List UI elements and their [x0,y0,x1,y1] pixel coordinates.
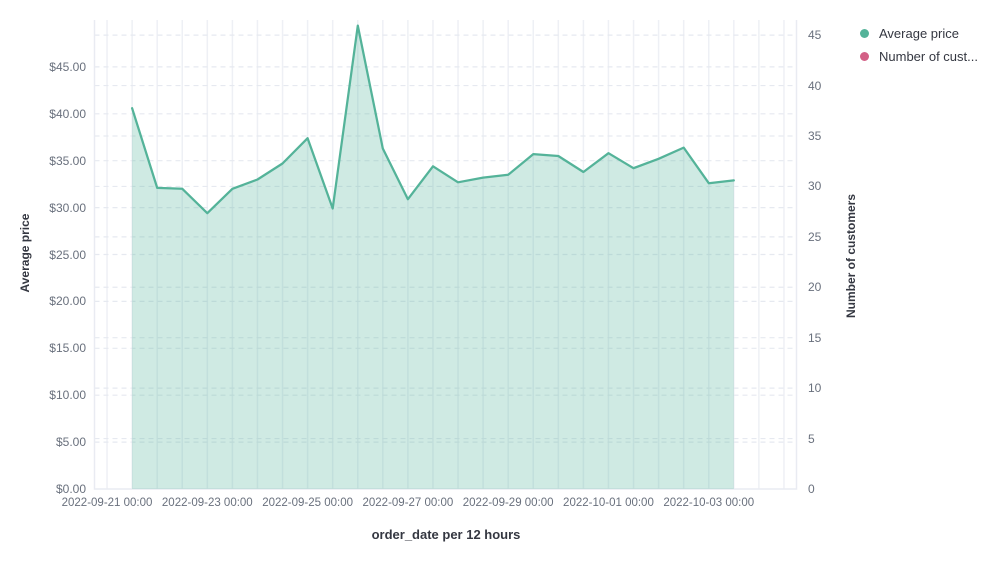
legend-dot-average-price [860,29,869,38]
legend-item-number-of-customers[interactable]: Number of cust... [860,45,978,68]
x-axis-tick-label: 2022-10-01 00:00 [563,497,654,509]
right-axis-tick-label: 40 [808,78,822,93]
left-axis-tick-label: $35.00 [49,153,86,168]
right-axis-tick-label: 45 [808,28,822,43]
left-axis-tick-label: $5.00 [55,435,86,450]
left-axis-tick-label: $45.00 [49,59,86,74]
right-axis-tick-label: 15 [808,330,822,345]
right-axis-tick-label: 30 [808,179,822,194]
left-axis-tick-label: $10.00 [49,388,86,403]
average-price-area [132,25,734,489]
right-axis-tick-label: 25 [808,229,822,244]
left-axis-tick-label: $30.00 [49,200,86,215]
x-axis-tick-label: 2022-09-27 00:00 [362,497,454,509]
legend-label-average-price: Average price [879,26,959,41]
legend-item-average-price[interactable]: Average price [860,22,978,45]
left-axis-tick-label: $15.00 [49,341,86,356]
legend-dot-number-of-customers [860,52,869,61]
right-axis-tick-label: 20 [808,280,822,295]
x-axis-tick-label: 2022-09-25 00:00 [262,497,353,509]
average-price-line [130,24,735,215]
right-axis-tick-label: 5 [808,431,815,446]
left-axis-tick-label: $0.00 [55,482,86,496]
right-axis-tick-label: 35 [808,128,822,143]
left-axis-tick-label: $25.00 [49,247,86,262]
plot-area[interactable] [95,20,797,489]
right-axis-tick-label: 10 [808,381,822,396]
x-axis-tick-label: 2022-09-21 00:00 [61,497,153,509]
right-axis-title: Number of customers [844,193,858,319]
x-axis-tick-label: 2022-09-29 00:00 [462,497,554,509]
legend-label-number-of-customers: Number of cust... [879,49,978,64]
left-axis-tick-label: $40.00 [49,106,86,121]
right-axis-tick-label: 0 [808,482,815,496]
x-axis-title: order_date per 12 hours [371,527,521,542]
x-axis-tick-label: 2022-09-23 00:00 [161,497,253,509]
x-axis-tick-label: 2022-10-03 00:00 [663,497,755,509]
left-axis-tick-label: $20.00 [49,294,86,309]
legend: Average price Number of cust... [860,22,978,68]
plot-border [93,20,798,490]
